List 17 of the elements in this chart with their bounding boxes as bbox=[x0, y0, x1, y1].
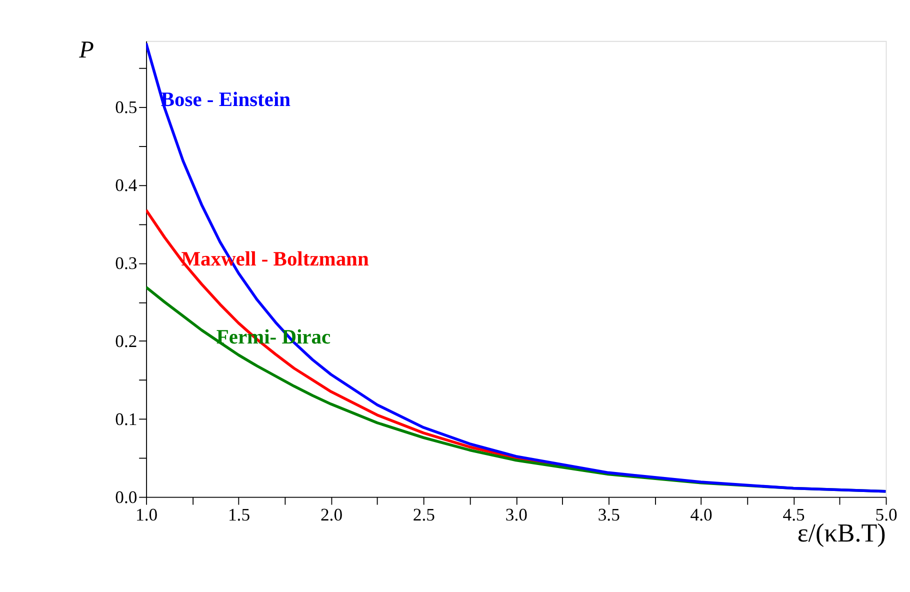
y-tick-label: 0.3 bbox=[115, 253, 138, 274]
line-series bbox=[146, 42, 886, 493]
x-tick-label: 3.5 bbox=[598, 504, 620, 525]
x-tick-label: 5.0 bbox=[875, 504, 898, 525]
y-tick-label: 0.1 bbox=[115, 408, 138, 429]
x-tick-label: 1.5 bbox=[228, 504, 250, 525]
y-axis-title: P bbox=[78, 36, 94, 64]
x-tick-label: 3.0 bbox=[505, 504, 528, 525]
y-tick-label: 0.4 bbox=[115, 175, 138, 196]
x-tick-label: 4.5 bbox=[782, 504, 806, 525]
y-tick-label: 0.2 bbox=[115, 331, 138, 352]
x-tick-label: 2.0 bbox=[320, 504, 343, 525]
x-tick-label: 4.0 bbox=[690, 504, 713, 525]
x-tick-label: 2.5 bbox=[412, 504, 436, 525]
y-tick-label: 0.5 bbox=[115, 97, 138, 118]
y-tick-label: 0.0 bbox=[115, 486, 138, 507]
x-tick-label: 1.0 bbox=[136, 504, 158, 525]
